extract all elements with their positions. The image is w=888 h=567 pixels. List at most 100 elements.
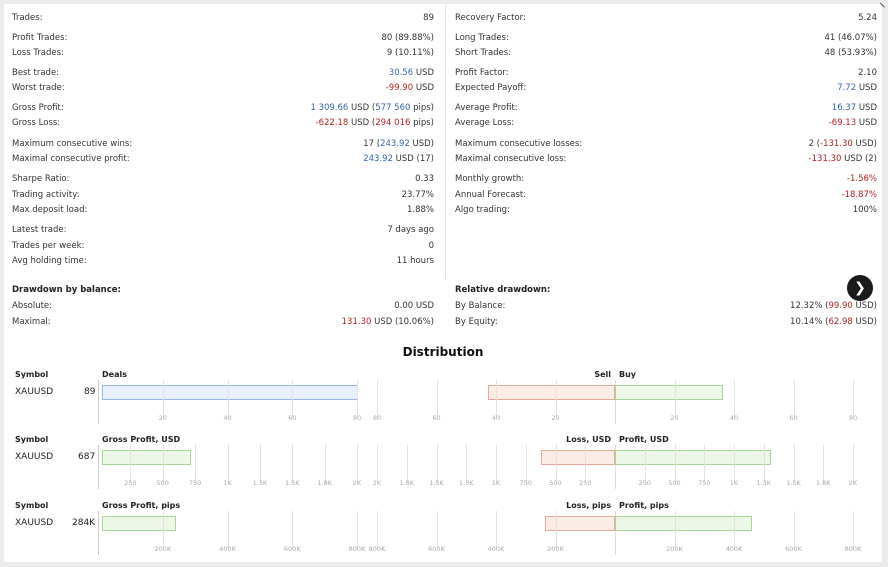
stat-label: Short Trades: [455,48,512,58]
stat-row: Latest trade: 7 days ago [12,224,434,236]
tick-label: 200K [666,545,683,553]
stat-value: -131.30 USD (2) [808,154,877,164]
grid-line [763,445,765,483]
stat-value: 7.72 USD [837,83,877,93]
stat-value: 23.77% [401,190,434,200]
expected-payoff-amount: 7.72 [837,83,857,93]
column-divider [445,4,446,279]
grid-line [525,445,527,483]
grid-line [259,445,261,483]
tick-label: 1.5K [429,479,444,487]
symbol-count: 89 [84,387,96,397]
stat-row: Best trade: 30.56 USD [12,67,434,79]
stat-value: -622.18 USD (294 016 pips) [315,118,434,128]
stat-row: Absolute: 0.00 USD [12,300,434,312]
stat-label: Maximal consecutive profit: [12,154,130,164]
stat-row: Average Profit: 16.37 USD [455,102,877,114]
tick-label: 500 [668,479,681,487]
tick-label: 1.3K [756,479,772,487]
grid-line [357,511,358,549]
stat-value: 30.56 USD [388,68,434,78]
tick-label: 800K [368,545,386,553]
right-chart-left-title: Loss, pips [566,501,611,510]
grid-line [377,380,378,418]
symbol-name: XAUUSD [15,452,54,462]
grid-line [227,380,229,418]
grid-line [357,380,358,418]
stat-row: Trades per week: 0 [12,240,434,252]
stat-label: Gross Profit: [12,103,64,113]
stat-label: By Balance: [455,301,506,311]
stat-row: Monthly growth: -1.56% [455,173,877,185]
stat-value: 17 (243.92 USD) [363,139,434,149]
symbol-header: Symbol [15,370,49,379]
stat-row: Recovery Factor: 5.24 [455,12,877,24]
stat-value: 11 hours [396,256,434,266]
stat-row: Annual Forecast: -18.87% [455,189,877,201]
stat-label: Worst trade: [12,83,65,93]
tick-label: 250 [638,479,651,487]
tick-label: 60 [432,414,441,422]
grid-line [674,511,676,549]
grid-line [734,445,735,483]
grid-line [227,511,229,549]
grid-line [555,445,557,483]
tick-label: 20 [158,414,167,422]
grid-line [674,445,676,483]
stat-label: Avg holding time: [12,256,87,266]
stat-value: 0 [428,241,434,251]
stat-value: 243.92 USD (17) [363,154,434,164]
consecutive-wins-amount: 243.92 [380,139,410,149]
grid-line [674,380,676,418]
grid-line [227,445,229,483]
consecutive-losses-amount: -131.30 [820,139,853,149]
right-axis-line [615,511,616,555]
tick-label: 500 [156,479,169,487]
grid-line [377,445,378,483]
grid-line [436,511,438,549]
grid-line [324,445,326,483]
equity-drawdown-amount: 62.98 [828,317,853,327]
stat-label: Trading activity: [12,190,80,200]
relative-drawdown-title: Relative drawdown: [455,285,551,295]
right-chart-left-title: Sell [594,370,611,379]
right-chart-left-title: Loss, USD [566,435,611,444]
tick-label: 40 [491,414,501,422]
next-arrow-button[interactable]: ❯ [847,275,873,301]
grid-line [292,445,294,483]
grid-line [644,445,646,483]
stat-row: Loss Trades: 9 (10.11%) [12,47,434,59]
tick-label: 400K [219,545,236,553]
left-bar [102,385,359,400]
stat-label: Gross Loss: [12,118,61,128]
tick-label: 1.3K [458,479,474,487]
tick-label: 40 [729,414,739,422]
stat-row: Long Trades: 41 (46.07%) [455,32,877,44]
grid-line [734,511,735,549]
stat-row: Trading activity: 23.77% [12,189,434,201]
stat-value: 5.24 [858,13,877,23]
stat-value: 0.33 [415,174,434,184]
stat-row: By Balance: 12.32% (99.90 USD) [455,300,877,312]
tick-label: 1.3K [252,479,268,487]
stat-value: 12.32% (99.90 USD) [790,301,877,311]
grid-line [377,511,378,549]
grid-line [162,380,164,418]
distribution-title: Distribution [402,345,484,359]
grid-line [853,380,854,418]
tick-label: 250 [124,479,137,487]
grid-line [357,445,358,483]
stat-value: 2 (-131.30 USD) [808,139,877,149]
tick-label: 40 [223,414,232,422]
stat-label: Average Profit: [455,103,518,113]
stat-value: 10.14% (62.98 USD) [790,317,877,327]
average-loss-amount: -69.13 [828,118,857,128]
stat-label: Absolute: [12,301,53,311]
tick-label: 600K [785,545,802,553]
stat-value: -1.56% [846,174,877,184]
stat-value: 100% [852,205,877,215]
grid-line [130,445,132,483]
right-chart-right-title: Buy [619,370,637,379]
left-chart-title: Gross Profit, USD [102,435,181,444]
symbol-name: XAUUSD [15,518,54,528]
